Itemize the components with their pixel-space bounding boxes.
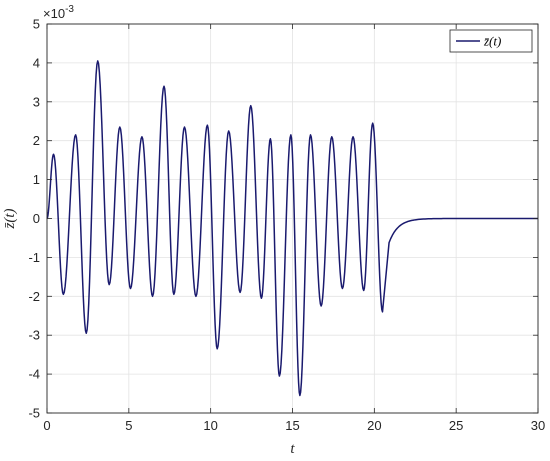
y-tick-label: -4	[28, 367, 40, 382]
y-tick-label: 3	[33, 94, 40, 109]
legend-box	[449, 29, 533, 53]
x-tick-label: 20	[367, 418, 381, 433]
y-tick-label: -2	[28, 289, 40, 304]
y-tick-label: 2	[33, 133, 40, 148]
axes	[46, 23, 539, 414]
x-tick-label: 5	[125, 418, 132, 433]
y-tick-label: -3	[28, 328, 40, 343]
y-tick-label: -5	[28, 406, 40, 421]
y-exponent-label: ×10-3	[43, 4, 74, 21]
y-tick-label: 1	[33, 172, 40, 187]
x-tick-label: 10	[203, 418, 217, 433]
y-axis-label: z̄(t)	[2, 209, 18, 230]
y-tick-label: 4	[33, 55, 40, 70]
tick-labels: 0 5 10 15 20 25 30 -5 -4 -3 -2 -1 0 1 2 3 4 5	[28, 17, 545, 434]
y-tick-label: 0	[33, 211, 40, 226]
y-tick-label: -1	[28, 250, 40, 265]
x-tick-label: 25	[449, 418, 463, 433]
plot-area	[46, 60, 538, 397]
legend-entry: z̄(t)	[483, 34, 501, 49]
axes-box	[46, 23, 539, 414]
x-tick-label: 0	[43, 418, 50, 433]
legend: z̄(t)	[449, 29, 533, 53]
series-line-0	[46, 60, 538, 397]
x-axis-label: t	[290, 441, 295, 457]
x-tick-label: 15	[285, 418, 299, 433]
x-tick-label: 30	[531, 418, 545, 433]
y-tick-label: 5	[33, 17, 40, 32]
